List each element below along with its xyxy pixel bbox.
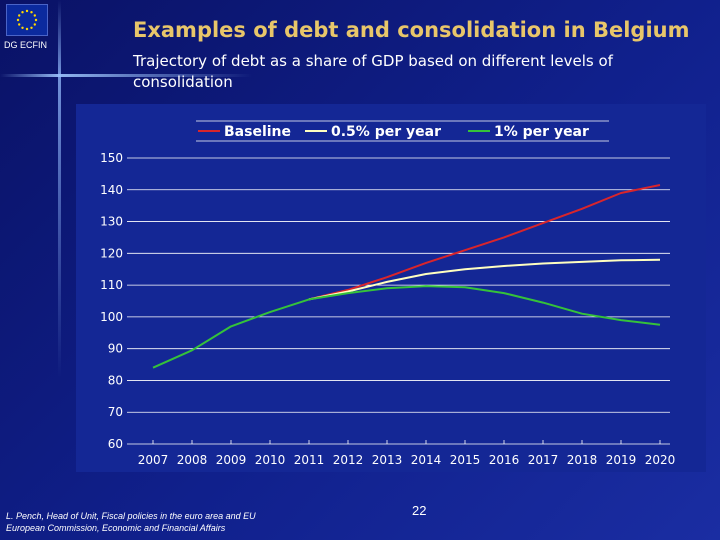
x-tick-label: 2016 (489, 453, 520, 467)
footer-institution: European Commission, Economic and Financ… (6, 523, 226, 533)
x-tick-label: 2019 (606, 453, 637, 467)
page-number: 22 (412, 503, 427, 518)
chart-legend: Baseline 0.5% per year 1% per year (196, 120, 609, 142)
eu-flag-logo (6, 4, 48, 36)
eu-stars-icon (16, 9, 38, 31)
eu-star-icon (33, 14, 36, 17)
x-tick-label: 2010 (255, 453, 286, 467)
y-tick-label: 130 (100, 215, 123, 229)
org-label: DG ECFIN (4, 40, 48, 50)
x-tick-label: 2014 (411, 453, 442, 467)
x-tick-label: 2008 (177, 453, 208, 467)
eu-star-icon (25, 9, 29, 13)
y-tick-label: 140 (100, 183, 123, 197)
x-tick-label: 2011 (294, 453, 325, 467)
y-tick-label: 70 (108, 405, 123, 419)
slide-subtitle: Trajectory of debt as a share of GDP bas… (133, 52, 613, 91)
series-line-0-5-per-year (308, 258, 661, 301)
slide-title: Examples of debt and consolidation in Be… (133, 18, 690, 42)
eu-star-icon (16, 18, 20, 22)
x-tick-label: 2015 (450, 453, 481, 467)
eu-star-icon (25, 27, 29, 31)
legend-label: 1% per year (494, 124, 589, 140)
y-tick-label: 80 (108, 373, 123, 387)
eu-star-icon (30, 11, 33, 14)
eu-star-icon (30, 26, 33, 29)
eu-star-icon (33, 23, 36, 26)
x-tick-label: 2013 (372, 453, 403, 467)
header-glow-line (0, 74, 420, 77)
y-tick-label: 90 (108, 342, 123, 356)
y-tick-label: 110 (100, 278, 123, 292)
legend-label: Baseline (224, 124, 291, 140)
eu-star-icon (34, 18, 38, 22)
y-tick-label: 100 (100, 310, 123, 324)
y-tick-label: 150 (100, 151, 123, 165)
x-tick-label: 2012 (333, 453, 364, 467)
sidebar-glow-line (58, 0, 61, 540)
footer-author: L. Pench, Head of Unit, Fiscal policies … (6, 511, 256, 521)
eu-star-icon (18, 23, 21, 26)
y-tick-label: 120 (100, 246, 123, 260)
series-line-1-per-year (152, 285, 661, 369)
x-tick-label: 2018 (567, 453, 598, 467)
chart-series (152, 184, 661, 369)
x-tick-label: 2009 (216, 453, 247, 467)
legend-label: 0.5% per year (331, 124, 441, 140)
chart-grid (127, 157, 670, 445)
footer-credit: L. Pench, Head of Unit, Fiscal policies … (6, 510, 256, 534)
x-axis: 2007 2008 2009 2010 2011 2012 2013 2014 2015 2016… (138, 440, 676, 467)
debt-line-chart: Baseline 0.5% per year 1% per year 60 70 80 9… (100, 120, 676, 467)
eu-star-icon (18, 14, 21, 17)
x-tick-label: 2017 (528, 453, 559, 467)
chart-panel: Baseline 0.5% per year 1% per year 60 70 80 9… (76, 104, 706, 472)
eu-star-icon (21, 26, 24, 29)
x-tick-label: 2020 (645, 453, 676, 467)
series-line-baseline (308, 184, 661, 301)
eu-star-icon (21, 11, 24, 14)
y-tick-label: 60 (108, 437, 123, 451)
x-tick-label: 2007 (138, 453, 169, 467)
y-axis: 60 70 80 90 100 110 120 130 140 150 (100, 151, 123, 451)
